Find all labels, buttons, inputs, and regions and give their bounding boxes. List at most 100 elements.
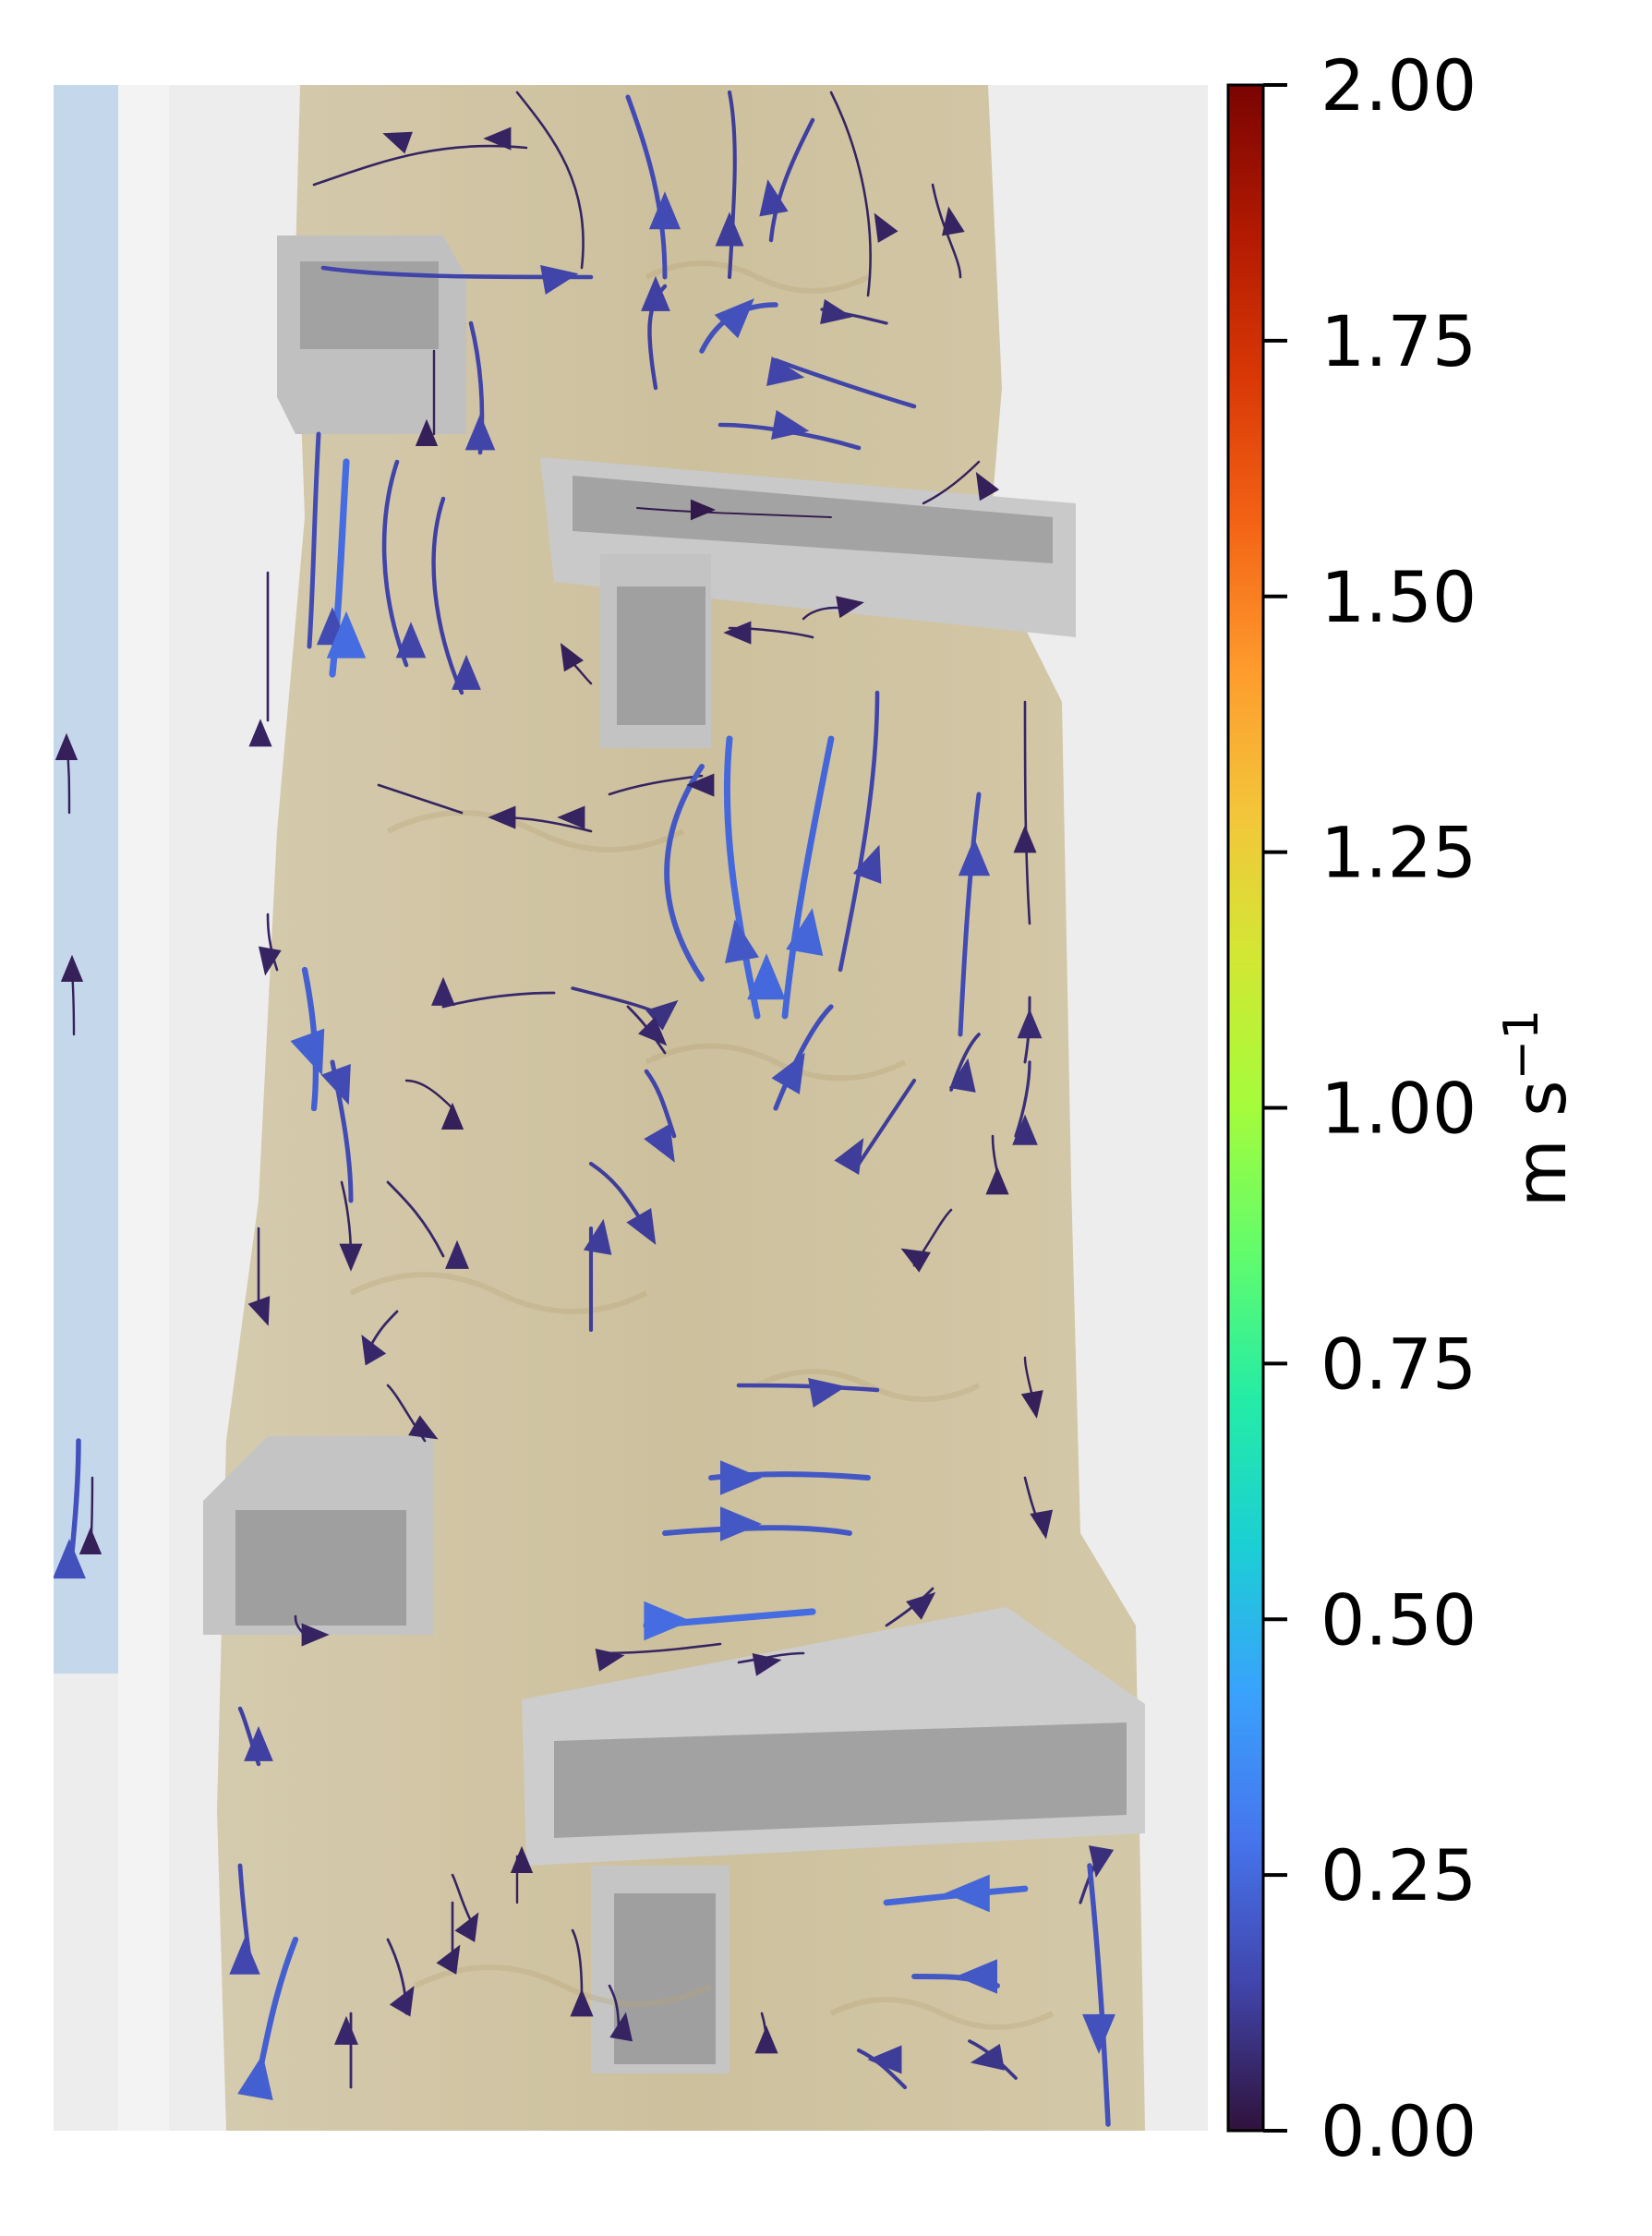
streamline-arrowhead	[339, 1243, 363, 1272]
streamline-arrowhead	[1017, 1009, 1043, 1039]
streamline-arrowhead	[752, 1652, 782, 1676]
streamline-arrowhead	[1088, 1845, 1115, 1879]
streamline	[625, 94, 668, 280]
streamline	[727, 90, 737, 280]
streamline-arrowhead	[510, 1845, 534, 1873]
streamline	[723, 735, 761, 1020]
streamline-arrows	[54, 127, 1115, 2100]
tank-edge-blue	[54, 85, 118, 1674]
streamline	[773, 1004, 834, 1111]
streamline-arrowhead	[956, 1959, 997, 1994]
streamline-arrowhead	[852, 844, 882, 884]
streamline-arrowhead	[440, 1102, 464, 1130]
streamline	[829, 91, 872, 297]
streamline	[773, 357, 917, 409]
streamline-arrowhead	[1012, 1114, 1038, 1145]
streamline	[768, 117, 815, 243]
streamline-arrowhead	[645, 999, 679, 1031]
streamline-arrowhead	[301, 1623, 330, 1647]
streamline-arrowhead	[723, 621, 752, 645]
water-texture	[349, 260, 1055, 2030]
streamline-arrowhead	[436, 1944, 461, 1975]
streamline-arrowhead	[540, 264, 579, 296]
streamline-arrowhead	[771, 1052, 805, 1094]
streamline-arrowhead	[290, 1028, 325, 1076]
streamline	[598, 1642, 722, 1655]
streamline-arrowhead	[766, 356, 805, 387]
colorbar-tick-label: 1.25	[1320, 812, 1477, 894]
streamline	[386, 1180, 445, 1258]
streamline-arrowhead	[320, 1064, 351, 1106]
streamline-arrowhead	[970, 2043, 1005, 2071]
streamline	[515, 91, 585, 270]
streamline-arrowhead	[808, 1377, 847, 1408]
streamline	[312, 144, 528, 187]
colorbar-tick-label: 0.75	[1320, 1323, 1477, 1405]
streamline-arrowhead	[1020, 1390, 1043, 1419]
streamline-arrowhead	[638, 1017, 668, 1046]
streamline	[736, 1383, 880, 1393]
streamline	[431, 496, 464, 695]
colorbar-ticks: 0.00 0.25 0.50 0.75 1.00 1.25 1.50 1.75 2.00	[1263, 44, 1477, 2172]
streamline-arrowhead	[382, 131, 413, 154]
streamline-arrowhead	[464, 414, 496, 451]
colorbar-tick-label: 1.75	[1320, 300, 1477, 382]
streamline	[266, 913, 279, 972]
streamline-arrowhead	[560, 642, 585, 672]
streamline-arrowhead	[641, 275, 670, 311]
streamline	[571, 1928, 584, 1997]
colorbar-gradient	[1226, 83, 1265, 2133]
streamline-arrowhead	[583, 1218, 612, 1255]
colorbar-tick-label: 0.50	[1320, 1578, 1477, 1661]
streamline-arrowhead	[452, 654, 481, 690]
streamline-arrowhead	[445, 1239, 469, 1269]
streamline-arrowhead	[595, 1648, 625, 1672]
streamline-arrowhead	[395, 622, 427, 659]
streamline-arrowhead	[715, 212, 744, 247]
streamline	[1023, 700, 1031, 925]
streamline-arrowhead	[725, 919, 759, 963]
colorbar-label: m s−1	[1494, 1009, 1582, 1207]
streamline-arrowhead	[570, 1988, 594, 2017]
streamline-arrowhead	[237, 2054, 273, 2100]
streamline	[931, 183, 962, 279]
streamline-arrowhead	[609, 2012, 633, 2042]
streamline	[1014, 1060, 1031, 1138]
streamline-arrowhead	[248, 719, 272, 747]
obstacle-top-long	[540, 457, 1076, 748]
streamline-arrowhead	[867, 2045, 902, 2074]
streamline-arrowhead	[626, 1208, 657, 1245]
tank-edge-white	[118, 85, 169, 2131]
streamline-arrowhead	[834, 1138, 864, 1175]
streamline-arrowhead	[408, 1415, 439, 1440]
streamline-arrowhead	[644, 1123, 675, 1163]
streamline	[856, 1078, 917, 1166]
streamline-arrowhead	[820, 298, 853, 325]
streamline-arrowhead	[948, 1058, 976, 1093]
streamline	[664, 764, 705, 982]
streamline-arrowhead	[229, 1937, 260, 1975]
streamline-arrowhead	[941, 206, 965, 236]
obstacle-top-left	[277, 236, 466, 434]
streamline-arrowhead	[906, 1591, 936, 1620]
streamline	[737, 1651, 805, 1664]
streamline-arrowhead	[258, 946, 282, 976]
flume-photo-background	[54, 85, 1208, 2131]
streamline-arrowhead	[1013, 825, 1037, 853]
streamline	[381, 459, 409, 668]
streamline-arrowhead	[389, 1986, 415, 2017]
streamline-arrowhead	[1082, 2013, 1115, 2054]
streamline	[608, 774, 704, 796]
streamline	[838, 690, 880, 973]
streamline	[781, 735, 835, 1020]
streamline-arrowhead	[334, 2015, 358, 2045]
colorbar: 0.00 0.25 0.50 0.75 1.00 1.25 1.50 1.75 2.00 m s…	[1226, 44, 1582, 2172]
streamline-arrowhead	[60, 954, 84, 982]
streamline-arrowhead	[690, 499, 717, 521]
colorbar-tick-label: 1.50	[1320, 556, 1477, 638]
obstacle-bottom-long	[522, 1607, 1145, 2073]
streamline	[958, 792, 982, 1037]
streamline-arrowhead	[985, 1166, 1009, 1195]
streamline-arrowhead	[244, 1725, 273, 1761]
streamline	[307, 431, 321, 649]
